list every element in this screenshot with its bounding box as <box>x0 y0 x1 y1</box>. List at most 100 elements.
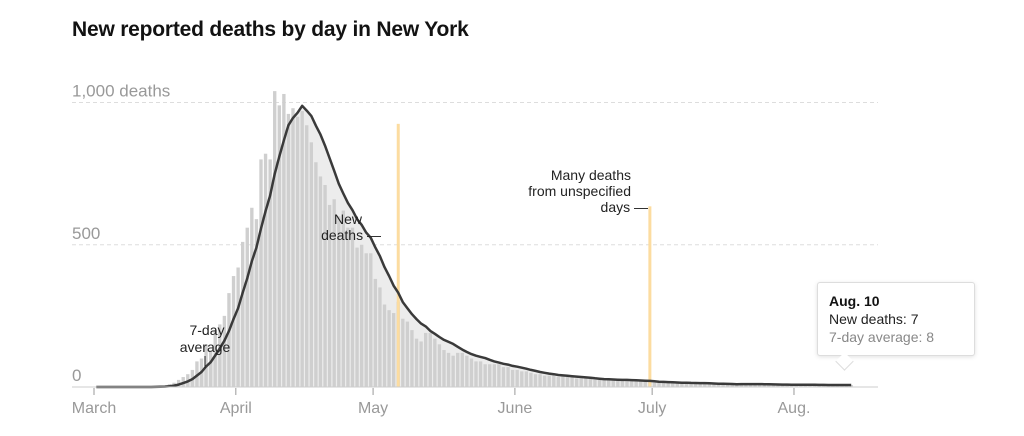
bar <box>227 293 231 387</box>
bar <box>236 267 240 387</box>
bar <box>515 369 519 387</box>
bar <box>332 199 336 387</box>
bar <box>373 278 378 387</box>
unspecified-bar <box>648 206 652 387</box>
bar <box>282 93 286 387</box>
bar <box>337 216 341 387</box>
x-tick-label: June <box>498 400 533 417</box>
bar <box>424 332 428 387</box>
bar <box>364 253 368 387</box>
bar <box>561 375 565 387</box>
bar <box>231 276 236 387</box>
tooltip: Aug. 10 New deaths: 7 7-day average: 8 <box>817 282 975 356</box>
bar <box>433 338 437 387</box>
tooltip-date: Aug. 10 <box>829 293 880 309</box>
bar <box>350 227 355 387</box>
bars <box>154 91 853 388</box>
annotation-average: 7-day average <box>180 322 231 368</box>
bar <box>593 379 597 387</box>
annotation-new-deaths: New deaths — <box>321 211 381 243</box>
bar <box>410 330 414 387</box>
bar <box>488 364 492 387</box>
tooltip-new-deaths: New deaths: 7 <box>829 311 919 327</box>
bar <box>359 244 364 387</box>
bar <box>524 371 529 387</box>
y-tick-label: 500 <box>72 224 100 243</box>
y-tick-label: 0 <box>72 366 81 385</box>
bar <box>323 185 327 387</box>
bar <box>776 384 780 387</box>
bar <box>314 162 318 387</box>
bar <box>268 159 272 387</box>
bar <box>684 382 689 387</box>
bar <box>263 153 268 387</box>
bar <box>538 374 542 387</box>
bar <box>446 352 451 387</box>
bar <box>767 384 771 387</box>
annotation-line: from unspecified <box>528 183 631 199</box>
unspecified-bars <box>396 123 652 388</box>
unspecified-bar <box>396 123 400 388</box>
bar <box>584 378 588 387</box>
bar <box>652 382 657 387</box>
x-tick-label: March <box>72 400 116 417</box>
bar <box>757 384 762 387</box>
bar <box>291 108 295 387</box>
bar <box>671 382 675 387</box>
bar <box>675 382 679 387</box>
bar <box>401 318 405 387</box>
bar <box>442 350 446 387</box>
bar <box>501 367 506 387</box>
bar <box>474 361 478 387</box>
annotation-line: deaths — <box>321 227 381 243</box>
bar <box>497 364 501 387</box>
bar <box>762 384 766 387</box>
bar <box>565 377 570 387</box>
bar <box>579 378 583 387</box>
bar <box>451 355 455 387</box>
bar <box>456 352 460 387</box>
x-tick-label: July <box>638 400 666 417</box>
bar <box>222 315 227 387</box>
bar <box>378 287 382 387</box>
bar <box>533 374 538 387</box>
bar <box>625 379 629 387</box>
annotation-line: days — <box>601 199 648 215</box>
bar <box>241 241 245 387</box>
bar <box>460 352 464 387</box>
bar <box>703 382 707 387</box>
bar <box>369 253 373 387</box>
bar <box>771 384 776 387</box>
bar <box>607 379 611 387</box>
bar <box>643 381 647 387</box>
bar <box>208 350 213 387</box>
bar <box>666 382 670 387</box>
bar <box>597 379 602 387</box>
y-tick-label: 1,000 deaths <box>72 82 170 101</box>
bar <box>556 377 561 387</box>
bar <box>547 375 551 387</box>
bar <box>707 384 712 387</box>
bar <box>574 378 579 387</box>
bar <box>414 338 419 387</box>
bar <box>259 159 263 387</box>
bar <box>254 219 259 387</box>
bar <box>712 384 716 387</box>
bar <box>520 371 524 387</box>
bar <box>355 247 359 387</box>
bar <box>213 330 217 387</box>
bar <box>698 383 702 387</box>
bar <box>542 375 547 387</box>
bar <box>629 381 634 387</box>
bar <box>661 382 666 387</box>
bar <box>250 207 254 387</box>
bar <box>620 379 625 387</box>
bar <box>748 384 753 387</box>
bar <box>510 369 515 387</box>
bar <box>611 379 615 387</box>
bar <box>492 364 496 387</box>
gridlines <box>72 102 878 246</box>
x-tick-label: April <box>220 400 252 417</box>
bar <box>570 377 574 387</box>
